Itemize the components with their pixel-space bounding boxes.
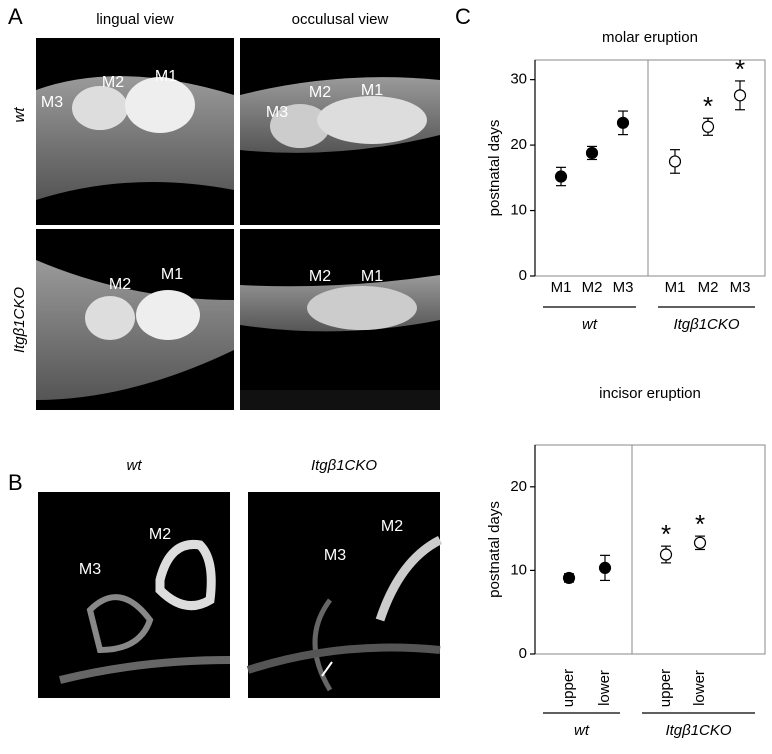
tooth-label: M2 xyxy=(381,518,403,535)
tooth-label: M1 xyxy=(161,266,183,283)
y-tick-label: 20 xyxy=(510,136,527,153)
tooth-label: M2 xyxy=(102,74,124,91)
x-tick-label: M3 xyxy=(730,279,751,296)
tooth-label: M3 xyxy=(79,561,101,578)
x-tick-label: M2 xyxy=(582,279,603,296)
tooth-label: M2 xyxy=(149,526,171,543)
data-point xyxy=(668,155,682,168)
data-point xyxy=(659,548,673,561)
significance-mark: * xyxy=(661,519,671,549)
x-tick-label: M2 xyxy=(698,279,719,296)
y-tick-label: 0 xyxy=(519,267,527,284)
x-tick-label: M1 xyxy=(665,279,686,296)
tooth-label: M3 xyxy=(266,104,288,121)
significance-mark: * xyxy=(703,91,713,121)
y-tick-label: 10 xyxy=(510,561,527,578)
image-title: Itgβ1CKO xyxy=(311,457,377,474)
y-tick-label: 0 xyxy=(519,645,527,662)
row-label: wt xyxy=(11,107,28,123)
x-tick-label: lower xyxy=(596,670,613,706)
x-tick-label: M3 xyxy=(613,279,634,296)
x-tick-label: upper xyxy=(560,669,577,707)
significance-mark: * xyxy=(735,54,745,84)
chart-title: molar eruption xyxy=(602,29,698,46)
tooth-label: M1 xyxy=(361,268,383,285)
chart-title: incisor eruption xyxy=(599,385,701,402)
data-point xyxy=(562,571,576,585)
x-tick-label: lower xyxy=(691,670,708,706)
tooth-label: M3 xyxy=(41,94,63,111)
data-point xyxy=(616,116,630,129)
image-title: wt xyxy=(127,457,143,474)
tooth-label: M2 xyxy=(309,268,331,285)
row-label: Itgβ1CKO xyxy=(11,287,28,353)
x-tick-label: upper xyxy=(657,669,674,707)
tooth-label: M2 xyxy=(109,276,131,293)
data-point xyxy=(598,561,612,574)
group-label: wt xyxy=(582,316,598,333)
panel-a-images xyxy=(36,38,440,410)
group-label: Itgβ1CKO xyxy=(673,316,739,333)
y-tick-label: 20 xyxy=(510,478,527,495)
plot-frame xyxy=(534,59,766,277)
y-axis-label: postnatal days xyxy=(486,120,503,217)
panel-label: C xyxy=(455,4,471,29)
y-axis-label: postnatal days xyxy=(486,501,503,598)
group-label: wt xyxy=(574,722,590,739)
significance-mark: * xyxy=(695,509,705,539)
plot-frame xyxy=(534,444,766,655)
y-tick-label: 30 xyxy=(510,71,527,88)
tooth-label: M1 xyxy=(155,68,177,85)
data-point xyxy=(554,170,568,183)
column-header: lingual view xyxy=(96,11,174,28)
x-tick-label: M1 xyxy=(551,279,572,296)
panel-b-images xyxy=(38,492,443,698)
column-header: occulusal view xyxy=(292,11,389,28)
panel-label: A xyxy=(8,4,23,29)
tooth-label: M1 xyxy=(361,82,383,99)
data-point xyxy=(585,146,599,160)
y-tick-label: 10 xyxy=(510,202,527,219)
tooth-label: M3 xyxy=(324,547,346,564)
data-point xyxy=(693,536,707,549)
panel-label: B xyxy=(8,470,23,495)
tooth-label: M2 xyxy=(309,84,331,101)
data-point xyxy=(733,89,747,102)
data-point xyxy=(701,120,715,133)
group-label: Itgβ1CKO xyxy=(665,722,731,739)
